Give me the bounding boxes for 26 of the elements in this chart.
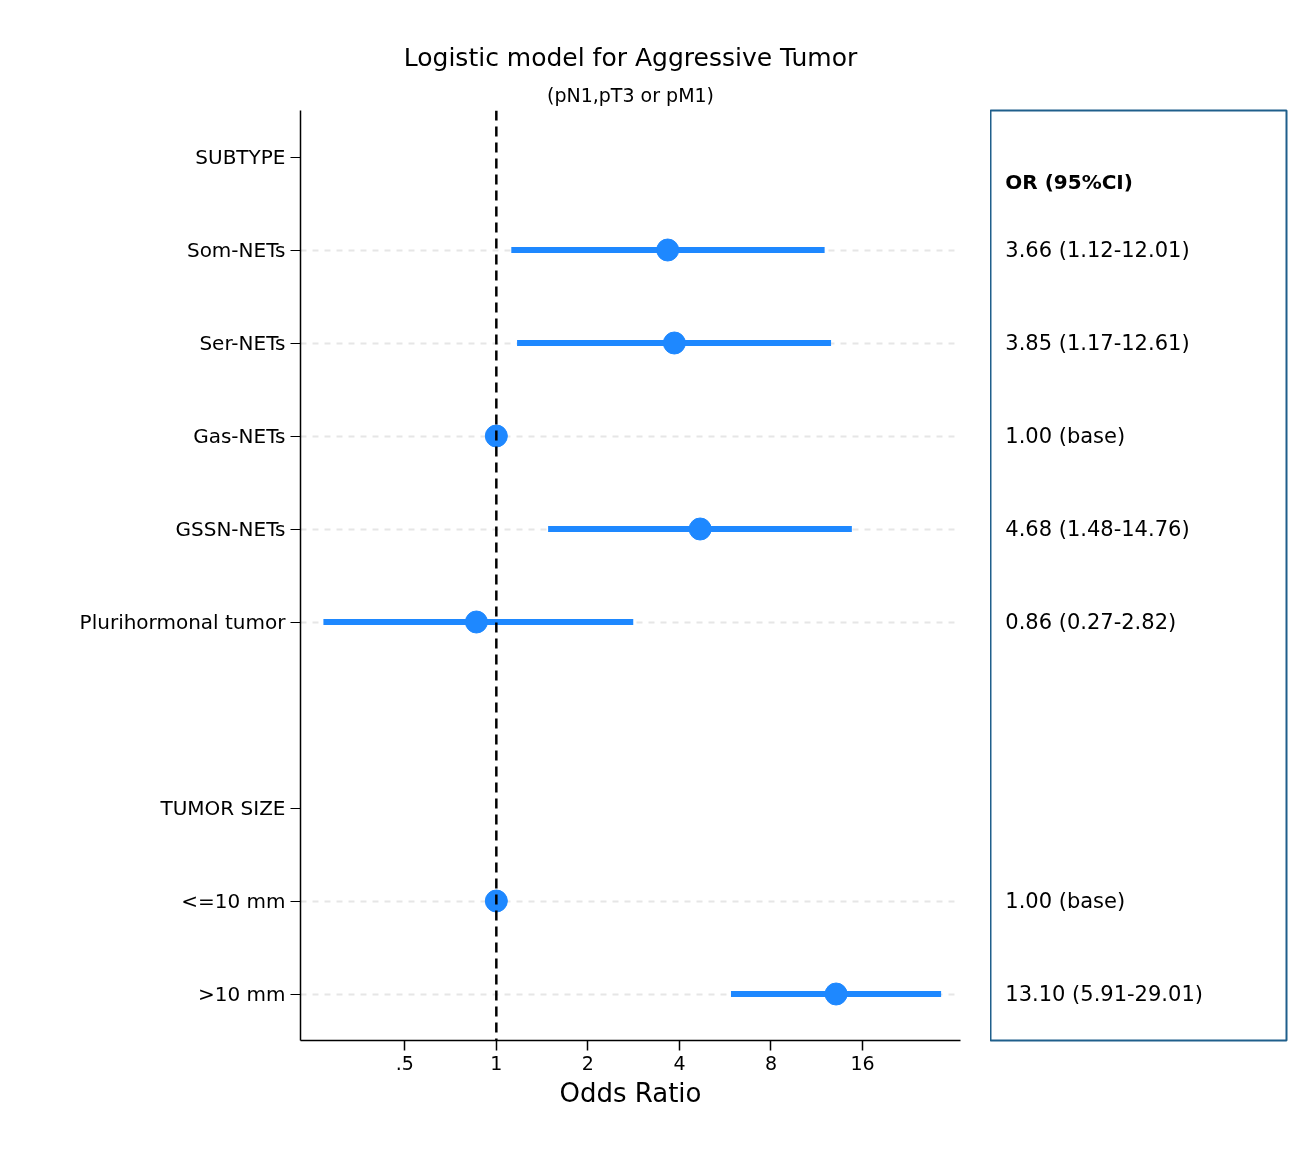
x-axis-title: Odds Ratio [559,1077,702,1108]
x-tick-label: 8 [764,1051,778,1074]
x-tick-label: 16 [850,1051,875,1074]
x-tick-label: 2 [581,1051,594,1074]
text: 1.00 (base) [1005,889,1126,913]
y-tick-label: <=10 mm [181,889,286,913]
text: 13.10 (5.91-29.01) [1005,982,1203,1006]
y-tick-label: Som-NETs [186,238,286,262]
y-tick-label: TUMOR SIZE [159,796,286,820]
y-tick-label: Plurihormonal tumor [79,610,287,634]
text: 1.00 (base) [1005,424,1126,448]
y-tick-label: Gas-NETs [193,424,286,448]
y-tick-label: GSSN-NETs [175,517,286,541]
y-tick-label: Ser-NETs [199,331,286,355]
text: 4.68 (1.48-14.76) [1005,517,1190,541]
y-tick-label: SUBTYPE [195,145,286,169]
y-tick-label: >10 mm [197,982,286,1006]
chart-subtitle: (pN1,pT3 or pM1) [546,83,715,106]
x-tick-label: 4 [673,1051,686,1074]
text: OR (95%CI) [1005,170,1133,195]
text: 0.86 (0.27-2.82) [1005,610,1177,634]
chart-title: Logistic model for Aggressive Tumor [403,42,858,72]
x-tick-label: .5 [395,1051,414,1074]
text: 3.85 (1.17-12.61) [1005,331,1190,355]
x-tick-label: 1 [490,1051,503,1074]
text: 3.66 (1.12-12.01) [1005,238,1190,262]
